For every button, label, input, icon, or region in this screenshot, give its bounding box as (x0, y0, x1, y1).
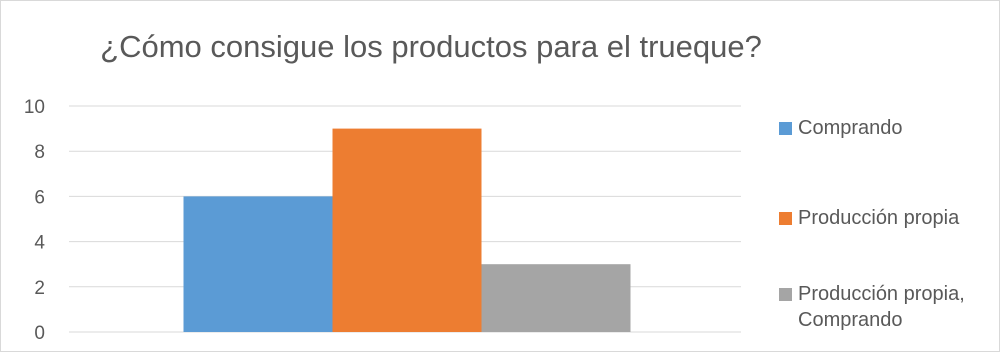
bar-series-3 (481, 264, 631, 332)
legend-item: Comprando (779, 115, 993, 141)
y-tick-label: 4 (34, 233, 45, 254)
legend-label: Producción propia (798, 207, 960, 229)
legend-label: Comprando (798, 117, 903, 139)
y-tick-label: 8 (34, 142, 45, 163)
legend-swatch (779, 122, 792, 135)
legend-item: Producción propia (779, 205, 993, 231)
y-tick-label: 2 (34, 278, 45, 299)
legend-label: Producción propia, Comprando (798, 283, 965, 331)
bar-series-2 (332, 128, 482, 332)
y-tick-label: 6 (34, 187, 45, 208)
y-tick-label: 10 (24, 97, 45, 118)
y-tick-label: 0 (34, 323, 45, 344)
chart-title: ¿Cómo consigue los productos para el tru… (100, 29, 762, 64)
legend-swatch (779, 288, 792, 301)
legend-swatch (779, 212, 792, 225)
bar-series-1 (183, 196, 333, 332)
legend-item: Producción propia, Comprando (779, 281, 993, 333)
